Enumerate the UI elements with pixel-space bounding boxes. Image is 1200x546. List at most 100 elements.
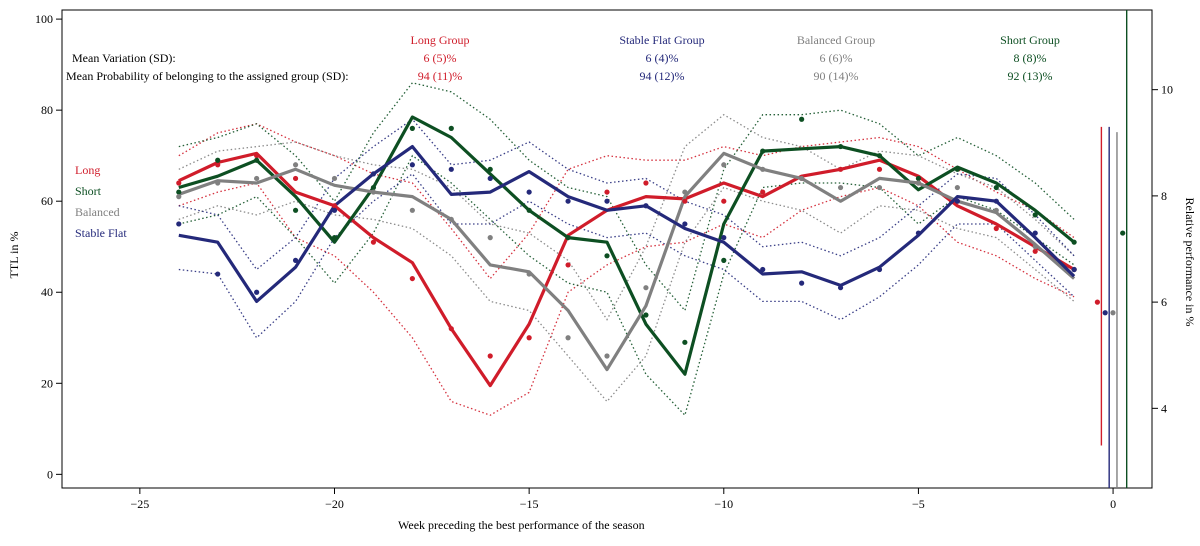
point-stable-flat (409, 162, 415, 168)
legend-stable-flat: Stable Flat (75, 226, 127, 240)
point-balanced (954, 184, 960, 191)
point-stable-flat (331, 207, 338, 213)
point-balanced (682, 189, 688, 195)
x-tick-label: −5 (912, 497, 925, 511)
point-balanced (643, 285, 649, 291)
axis-ticks: −25 −20 −15 −10 −5 0 0 20 40 60 80 100 4 6 8 10 (35, 12, 1173, 511)
point-balanced (526, 271, 532, 277)
point-long (331, 203, 338, 209)
point-stable-flat (721, 235, 727, 241)
y-tick-label: 80 (41, 103, 53, 117)
point-balanced (1032, 244, 1038, 250)
point-short (799, 116, 805, 122)
group-title-long: Long Group (411, 33, 470, 47)
point-balanced (604, 353, 610, 359)
point-short (448, 125, 454, 131)
group-probability-long: 94 (11)% (418, 69, 463, 83)
point-short (254, 157, 260, 163)
point-stable-flat (954, 198, 960, 204)
point-stable-flat (292, 257, 299, 263)
point-short (604, 253, 610, 259)
point-short (915, 175, 922, 182)
point-stable-flat (487, 175, 493, 182)
point-long (370, 239, 377, 245)
point-short (682, 339, 688, 345)
band-upper-balanced (178, 113, 1075, 321)
point-stable-flat (526, 189, 532, 195)
point-short (993, 184, 999, 191)
point-balanced (176, 194, 182, 200)
point-long (565, 262, 571, 268)
point-balanced (331, 175, 338, 182)
point-long (876, 166, 883, 172)
point-long (643, 180, 649, 186)
point-short (331, 235, 338, 241)
point-short (760, 148, 766, 154)
point-stable-flat (1071, 266, 1077, 273)
point-balanced (721, 162, 727, 168)
band-lower-short (178, 154, 1075, 417)
point-short (215, 157, 221, 163)
point-short (487, 166, 493, 172)
group-probability-short: 92 (13)% (1008, 69, 1053, 83)
point-balanced (215, 180, 221, 186)
point-balanced (837, 184, 844, 191)
stats-probability-label: Mean Probability of belonging to the ass… (66, 69, 349, 83)
point-short (526, 207, 532, 213)
perf-mean-stable-flat (1102, 310, 1108, 316)
x-axis-label: Week preceding the best performance of t… (398, 518, 645, 532)
band-lower-stable-flat (178, 173, 1075, 339)
band-lower-long (178, 182, 1075, 416)
point-balanced (292, 162, 299, 168)
group-title-stable-flat: Stable Flat Group (619, 33, 704, 47)
y-right-tick-label: 8 (1161, 189, 1167, 203)
point-stable-flat (604, 198, 610, 204)
point-balanced (254, 175, 260, 182)
point-long (721, 198, 727, 204)
point-long (837, 166, 844, 172)
point-stable-flat (176, 221, 182, 227)
point-stable-flat (876, 266, 883, 273)
point-short (721, 257, 727, 263)
point-short (176, 189, 182, 195)
y-right-tick-label: 10 (1161, 83, 1173, 97)
point-long (760, 189, 766, 195)
group-variation-stable-flat: 6 (4)% (646, 51, 679, 65)
line-balanced (178, 151, 1076, 372)
point-stable-flat (448, 166, 454, 172)
y-tick-label: 60 (41, 194, 53, 208)
point-stable-flat (565, 198, 571, 204)
point-short (1032, 212, 1038, 218)
group-title-short: Short Group (1000, 33, 1060, 47)
y-right-tick-label: 4 (1161, 401, 1167, 415)
perf-mean-short (1120, 230, 1126, 236)
point-balanced (760, 166, 766, 172)
y-right-axis-label: Relative performance in % (1183, 198, 1197, 327)
point-long (604, 189, 610, 195)
x-tick-label: 0 (1110, 497, 1116, 511)
x-tick-label: −10 (714, 497, 733, 511)
group-variation-short: 8 (8)% (1014, 51, 1047, 65)
group-variation-long: 6 (5)% (424, 51, 457, 65)
confidence-bands (178, 82, 1075, 417)
point-stable-flat (370, 171, 377, 177)
point-stable-flat (215, 271, 221, 277)
series-lines (178, 115, 1076, 388)
series-points (176, 116, 1077, 359)
point-short (876, 153, 883, 159)
group-variation-balanced: 6 (6)% (820, 51, 853, 65)
point-short (643, 312, 649, 318)
point-short (565, 235, 571, 241)
point-balanced (993, 207, 999, 213)
point-long (526, 335, 532, 341)
point-balanced (565, 335, 571, 341)
point-long (448, 326, 454, 332)
x-tick-label: −25 (130, 497, 149, 511)
group-title-balanced: Balanced Group (797, 33, 875, 47)
group-probability-balanced: 90 (14)% (814, 69, 859, 83)
y-tick-label: 40 (41, 285, 53, 299)
band-upper-short (178, 82, 1075, 312)
point-balanced (370, 189, 377, 195)
point-long (682, 198, 688, 204)
